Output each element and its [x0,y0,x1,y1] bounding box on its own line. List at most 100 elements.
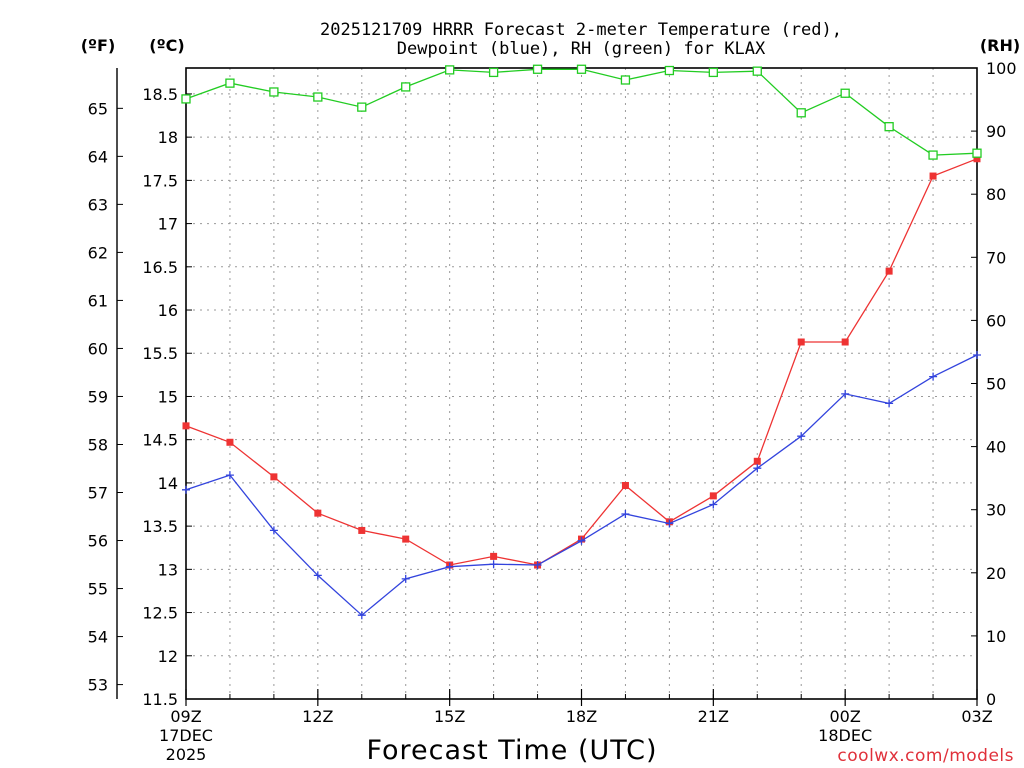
celsius-tick-label: 14.5 [142,431,178,450]
temperature-point [929,172,937,180]
temperature-point [314,509,322,517]
rh-tick-label: 40 [986,438,1006,457]
x-tick-label: 15Z [434,707,465,726]
chart-title-line2: Dewpoint (blue), RH (green) for KLAX [397,39,766,59]
celsius-tick-label: 12.5 [142,604,178,623]
rh-unit-label: (RH) [980,36,1020,55]
grid-lines [186,68,977,699]
temperature-point [797,338,805,346]
rh-tick-label: 50 [986,375,1006,394]
celsius-tick-label: 17 [158,215,178,234]
celsius-tick-label: 15.5 [142,344,178,363]
dewpoint-point [665,519,674,528]
dewpoint-point [445,562,454,571]
celsius-unit-label: (ºC) [149,36,184,55]
dewpoint-point [313,571,322,580]
fahrenheit-tick-label: 63 [88,195,108,214]
rh-point [664,65,675,76]
rh-point [269,87,279,97]
x-tick-year: 2025 [166,745,207,764]
fahrenheit-tick-label: 56 [88,532,108,551]
celsius-tick-label: 12 [158,647,178,666]
axes [116,67,978,706]
celsius-tick-label: 18.5 [142,85,178,104]
temperature-point [358,526,366,534]
dewpoint-point [929,372,938,381]
fahrenheit-unit-label: (ºF) [81,36,116,55]
x-tick-label: 18Z [566,707,597,726]
dewpoint-line [185,354,978,617]
rh-point [357,102,367,112]
rh-tick-label: 20 [986,564,1006,583]
rh-point [401,82,411,92]
dewpoint-point [709,500,718,509]
rh-tick-label: 60 [986,311,1006,330]
data-series [181,64,982,620]
rh-point [445,65,455,75]
celsius-tick-label: 11.5 [142,690,178,709]
celsius-tick-label: 13 [158,560,178,579]
x-tick-label: 21Z [698,707,729,726]
dewpoint-point [753,464,762,473]
tick-labels: 11.5 12 12.5 13 13.5 14 14.5 15 15.5 16 16.5 17 17.5… [88,59,1017,764]
rh-tick-label: 100 [986,59,1017,78]
temperature-point [226,438,234,446]
dewpoint-point [797,432,806,441]
fahrenheit-tick-label: 60 [88,339,108,358]
rh-point [313,92,323,102]
dewpoint-point [973,351,981,359]
fahrenheit-tick-label: 65 [88,99,108,118]
x-tick-label: 09Z [170,707,201,726]
celsius-tick-label: 15 [158,387,178,406]
x-tick-label: 03Z [961,707,992,726]
rh-point [752,66,762,76]
dewpoint-point [885,399,894,408]
x-tick-label: 12Z [302,707,333,726]
x-tick-date: 17DEC [159,726,213,745]
temperature-point [490,552,498,560]
temperature-point [402,535,410,543]
x-tick-date: 18DEC [818,726,872,745]
rh-point [884,122,894,132]
temperature-point [182,422,190,430]
rh-tick-label: 70 [986,248,1006,267]
temperature-line [185,158,978,566]
temperature-point [753,457,761,465]
rh-point [532,64,543,74]
credit-label: coolwx.com/models [837,746,1014,766]
dewpoint-point [533,561,542,569]
x-tick-label: 00Z [830,707,861,726]
temperature-point [621,481,629,489]
rh-point [620,75,631,85]
fahrenheit-tick-label: 62 [88,243,108,262]
fahrenheit-tick-label: 53 [88,676,108,695]
rh-point [796,108,806,118]
rh-tick-label: 90 [986,122,1006,141]
rh-tick-label: 10 [986,627,1006,646]
fahrenheit-tick-label: 61 [88,291,108,310]
fahrenheit-tick-label: 58 [88,435,108,454]
fahrenheit-tick-label: 55 [88,580,108,599]
dewpoint-point [357,611,366,620]
temperature-point [270,473,278,481]
temperature-point [841,338,849,346]
x-axis-label: Forecast Time (UTC) [366,735,657,766]
dewpoint-point [182,485,190,494]
rh-tick-label: 30 [986,501,1006,520]
celsius-tick-label: 16 [158,301,178,320]
dewpoint-point [489,560,498,569]
celsius-tick-label: 16.5 [142,258,178,277]
dewpoint-point [621,510,630,518]
rh-point [225,78,235,88]
dewpoint-point [841,389,850,398]
rh-point [972,148,982,158]
rh-point [928,150,938,160]
celsius-tick-label: 17.5 [142,171,178,190]
celsius-tick-label: 13.5 [142,517,178,536]
rh-point [576,64,587,74]
fahrenheit-tick-label: 64 [88,147,108,166]
rh-tick-label: 80 [986,185,1006,204]
chart-title-line1: 2025121709 HRRR Forecast 2-meter Tempera… [320,20,842,40]
rh-point [840,88,850,98]
